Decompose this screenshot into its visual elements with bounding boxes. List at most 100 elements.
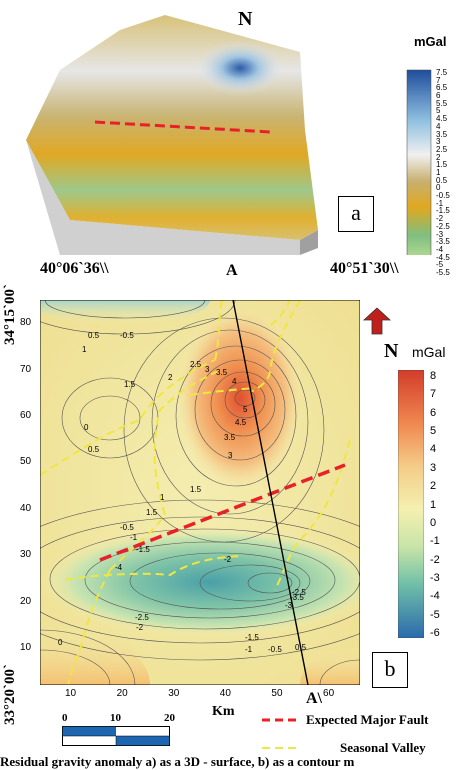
figure-caption: Residual gravity anomaly a) as a 3D - su… bbox=[0, 754, 355, 769]
colorbar-a-tick: -5 bbox=[436, 260, 444, 270]
colorbar-b-tick: -5 bbox=[430, 608, 440, 621]
svg-text:3.5: 3.5 bbox=[216, 368, 228, 377]
x-axis-tick: 50 bbox=[271, 688, 283, 699]
colorbar-a-tick: 3 bbox=[436, 137, 441, 147]
contour-value-labels: 0.5 -0.5 1 2.5 3 1.5 2 3.5 4 5 4.5 1.5 0… bbox=[58, 331, 307, 654]
colorbar-b-tick: 6 bbox=[430, 406, 437, 419]
svg-text:-1: -1 bbox=[245, 645, 253, 654]
svg-text:1.5: 1.5 bbox=[124, 380, 136, 389]
colorbar-a-tick: 6.5 bbox=[436, 83, 448, 93]
colorbar-a-tick: 4 bbox=[436, 121, 441, 131]
gravity-high-peak bbox=[195, 40, 285, 96]
scale-bar bbox=[62, 726, 170, 746]
colorbar-b-tick: -4 bbox=[430, 590, 440, 603]
colorbar-a-tick: -1 bbox=[436, 198, 444, 208]
svg-text:-2.5: -2.5 bbox=[135, 613, 149, 622]
colorbar-b-tick: 2 bbox=[430, 480, 437, 493]
colorbar-b-tick: -6 bbox=[430, 627, 440, 639]
scale-tick-10: 10 bbox=[110, 712, 121, 724]
x-axis-tick: 30 bbox=[168, 688, 180, 699]
svg-text:0: 0 bbox=[58, 638, 63, 647]
legend-valley-label: Seasonal Valley bbox=[340, 740, 426, 755]
svg-text:-4: -4 bbox=[115, 563, 123, 572]
panel-label-a: a bbox=[338, 196, 374, 232]
legend-fault-label: Expected Major Fault bbox=[306, 712, 429, 727]
scale-tick-20: 20 bbox=[164, 712, 175, 724]
svg-text:1.5: 1.5 bbox=[146, 508, 158, 517]
coord-left-top: 34°15`00` bbox=[2, 284, 18, 345]
colorbar-a-tick: 3.5 bbox=[436, 129, 448, 139]
north-arrow-icon bbox=[362, 307, 392, 335]
coord-top-right: 40°51`30\\ bbox=[330, 260, 399, 277]
colorbar-a-tick: -5.5 bbox=[436, 268, 450, 277]
y-axis-tick: 20 bbox=[20, 595, 32, 607]
colorbar-b-tick: 4 bbox=[430, 443, 437, 456]
svg-text:5: 5 bbox=[243, 405, 248, 414]
y-axis-ticks: 80 70 60 50 40 30 20 10 bbox=[20, 300, 38, 685]
gravity-high bbox=[175, 303, 305, 493]
colorbar-b-tick: 7 bbox=[430, 388, 437, 401]
y-axis-tick: 30 bbox=[20, 549, 32, 561]
profile-start-label: A bbox=[226, 262, 238, 279]
svg-text:2.5: 2.5 bbox=[190, 360, 202, 369]
svg-text:1: 1 bbox=[82, 345, 87, 354]
svg-text:0.5: 0.5 bbox=[88, 445, 100, 454]
y-axis-tick: 50 bbox=[20, 456, 32, 468]
colorbar-a-tick: -3 bbox=[436, 229, 444, 239]
svg-text:-2: -2 bbox=[224, 555, 232, 564]
north-label-a: N bbox=[238, 8, 253, 30]
svg-text:1.5: 1.5 bbox=[190, 485, 202, 494]
contour-lines bbox=[40, 300, 360, 685]
colorbar-a-tick: 7.5 bbox=[436, 68, 448, 77]
block-front-side bbox=[26, 140, 300, 255]
x-axis-tick: 20 bbox=[116, 688, 128, 699]
x-axis-unit: Km bbox=[212, 704, 235, 719]
svg-text:4: 4 bbox=[232, 377, 237, 386]
svg-text:-3: -3 bbox=[285, 601, 293, 610]
unit-label-b: mGal bbox=[412, 344, 446, 360]
colorbar-a-tick: 2 bbox=[436, 152, 441, 162]
svg-text:-1: -1 bbox=[130, 533, 138, 542]
colorbar-b-tick: 0 bbox=[430, 516, 437, 529]
surface-3d-plot bbox=[26, 15, 432, 255]
svg-text:-1.5: -1.5 bbox=[245, 633, 259, 642]
north-label-b: N bbox=[384, 340, 399, 362]
svg-text:3: 3 bbox=[205, 365, 210, 374]
scale-tick-0: 0 bbox=[62, 712, 68, 724]
svg-text:2: 2 bbox=[168, 373, 173, 382]
svg-text:-3.5: -3.5 bbox=[290, 593, 304, 602]
x-axis-tick: 40 bbox=[219, 688, 231, 699]
y-axis-tick: 80 bbox=[20, 317, 32, 329]
colorbar-a-tick: -4.5 bbox=[436, 252, 450, 262]
svg-text:3: 3 bbox=[228, 451, 233, 460]
colorbar-a-tick: 5 bbox=[436, 106, 441, 116]
y-axis-tick: 10 bbox=[20, 641, 32, 653]
contour-map: 0.5 -0.5 1 2.5 3 1.5 2 3.5 4 5 4.5 1.5 0… bbox=[40, 300, 360, 685]
x-axis-tick: 10 bbox=[64, 688, 77, 699]
colorbar-a-tick: -0.5 bbox=[436, 191, 450, 201]
colorbar-a-tick: 1.5 bbox=[436, 160, 448, 170]
colorbar-a-tick: -2.5 bbox=[436, 221, 450, 231]
svg-text:-0.5: -0.5 bbox=[120, 523, 134, 532]
colorbar-a-tick: 6 bbox=[436, 91, 441, 101]
x-axis-tick: 60 bbox=[323, 688, 335, 699]
colorbar-a-tick: 0 bbox=[436, 183, 441, 193]
panel-label-b: b bbox=[372, 652, 408, 688]
svg-text:-0.5: -0.5 bbox=[120, 331, 134, 340]
coord-top-left: 40°06`36\\ bbox=[40, 260, 109, 277]
colorbar-b-tick: 3 bbox=[430, 461, 437, 474]
profile-line bbox=[232, 300, 309, 685]
colorbar-a-tick: 0.5 bbox=[436, 175, 448, 185]
svg-text:-0.5: -0.5 bbox=[268, 645, 282, 654]
svg-text:-2: -2 bbox=[136, 623, 144, 632]
colorbar-b-tick: -2 bbox=[430, 553, 440, 566]
colorbar-a-tick: 7 bbox=[436, 75, 441, 85]
profile-end-label: A\ bbox=[306, 690, 322, 707]
block-right-side bbox=[300, 230, 318, 255]
y-axis-tick: 70 bbox=[20, 363, 32, 375]
colorbar-a-tick: -2 bbox=[436, 214, 444, 224]
colorbar-b-tick: -3 bbox=[430, 571, 440, 584]
y-axis-tick: 60 bbox=[20, 409, 32, 421]
colorbar-a-ticks: 7.5 7 6.5 6 5.5 5 4.5 4 3.5 3 2.5 2 1.5 1 0.5 0 -0.5 -1 -1… bbox=[436, 68, 472, 277]
svg-text:-1.5: -1.5 bbox=[136, 545, 150, 554]
